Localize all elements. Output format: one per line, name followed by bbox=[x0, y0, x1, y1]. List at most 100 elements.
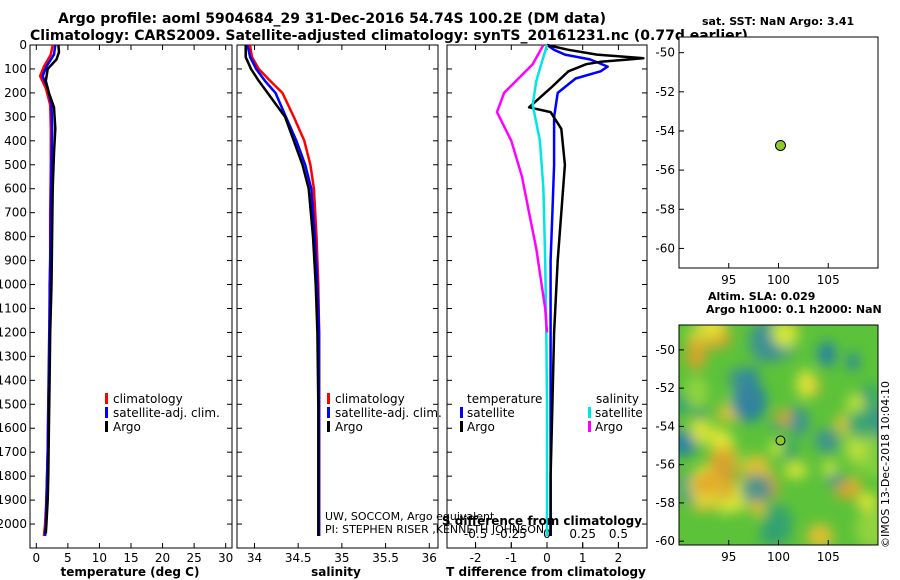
figure-title-line2: Climatology: CARS2009. Satellite-adjuste… bbox=[30, 28, 748, 44]
sla-blob bbox=[855, 509, 878, 545]
sla-blob bbox=[769, 421, 782, 431]
x-tick-label: 1 bbox=[579, 551, 587, 565]
sla-blob bbox=[728, 367, 753, 390]
x-tick-label: 0 bbox=[32, 551, 40, 565]
x-tick-label: 36 bbox=[422, 551, 437, 565]
y-tick-label: 100 bbox=[4, 62, 27, 76]
sla-map-panel: 95 100 105 -60 -58 -56 -54 -52 -50 bbox=[655, 324, 879, 564]
y-tick-label: 800 bbox=[4, 230, 27, 244]
x-tick-label: 0 bbox=[543, 551, 551, 565]
x-tick-label: -1 bbox=[505, 551, 517, 565]
sst-y-tick-label: -52 bbox=[655, 85, 675, 99]
legend-swatch-climatology-sal bbox=[327, 393, 330, 404]
sla-blob bbox=[764, 503, 793, 545]
salinity-xlabel: salinity bbox=[311, 565, 361, 579]
x-tick-label: 30 bbox=[218, 551, 233, 565]
sst-x-tick-label: 95 bbox=[721, 273, 736, 287]
sst-x-tick-label: 100 bbox=[767, 273, 790, 287]
sla-blob bbox=[689, 415, 712, 445]
sst-x-tick-label: 105 bbox=[817, 273, 840, 287]
sst-map-frame bbox=[678, 36, 879, 269]
sla-x-tick-label: 95 bbox=[721, 550, 736, 564]
sla-y-tick-label: -56 bbox=[655, 458, 675, 472]
sla-blob bbox=[846, 352, 860, 371]
legend-climatology: climatology bbox=[113, 392, 183, 406]
y-tick-label: 1500 bbox=[0, 397, 27, 411]
x-tick-label: 35.5 bbox=[372, 551, 399, 565]
legend-swatch-s-satellite bbox=[588, 407, 591, 418]
x-top-tick-label: -0.5 bbox=[464, 527, 487, 541]
x-top-tick-label: -0.25 bbox=[496, 527, 527, 541]
y-tick-label: 700 bbox=[4, 206, 27, 220]
legend-s-argo: Argo bbox=[595, 420, 623, 434]
series-line-t-satellite bbox=[546, 43, 609, 536]
legend-argo: Argo bbox=[113, 420, 141, 434]
legend-argo-sal: Argo bbox=[335, 420, 363, 434]
sla-blob bbox=[715, 476, 735, 500]
sla-x-tick-label: 105 bbox=[817, 550, 840, 564]
y-tick-label: 2000 bbox=[0, 517, 27, 531]
x-tick-label: 34.5 bbox=[285, 551, 312, 565]
sla-y-tick-label: -50 bbox=[655, 343, 675, 357]
x-top-tick-label: 0.5 bbox=[609, 527, 628, 541]
sla-blob bbox=[741, 473, 773, 507]
sla-blob bbox=[787, 406, 810, 437]
x-tick-label: 2 bbox=[615, 551, 623, 565]
x-tick-label: -2 bbox=[470, 551, 482, 565]
sla-blob bbox=[868, 463, 878, 477]
y-tick-label: 1600 bbox=[0, 421, 27, 435]
legend-t-argo: Argo bbox=[467, 420, 495, 434]
y-tick-label: 1200 bbox=[0, 325, 27, 339]
y-tick-label: 1900 bbox=[0, 493, 27, 507]
sla-map-title1: Altim. SLA: 0.029 bbox=[708, 290, 816, 303]
y-tick-label: 1000 bbox=[0, 278, 27, 292]
sla-heatmap bbox=[679, 325, 878, 545]
salinity-panel: 34 34.5 35 35.5 36 bbox=[236, 44, 439, 565]
sla-blob bbox=[806, 523, 834, 545]
x-tick-label: 20 bbox=[155, 551, 170, 565]
y-tick-label: 1300 bbox=[0, 349, 27, 363]
legend-swatch-satellite-sal bbox=[327, 407, 330, 418]
difference-xlabel-top: S difference from climatology bbox=[442, 514, 642, 528]
difference-panel: -2 -1 0 1 2-0.5 -0.25 0 0.25 0.5 bbox=[446, 43, 648, 565]
sla-blob bbox=[817, 341, 837, 367]
x-tick-label: 5 bbox=[64, 551, 72, 565]
legend-swatch-t-argo bbox=[460, 421, 463, 432]
sst-y-tick-label: -58 bbox=[655, 202, 675, 216]
imos-watermark: ©IMOS 13-Dec-2018 10:04:10 bbox=[879, 381, 892, 548]
y-tick-label: 300 bbox=[4, 110, 27, 124]
plot-frame bbox=[236, 44, 439, 549]
temperature-panel: 0100200300400500600700800900100011001200… bbox=[0, 38, 233, 565]
legend-swatch-satellite bbox=[105, 407, 108, 418]
sst-y-tick-label: -56 bbox=[655, 163, 675, 177]
y-tick-label: 1100 bbox=[0, 301, 27, 315]
x-top-tick-label: 0.25 bbox=[569, 527, 596, 541]
plot-frame bbox=[29, 44, 233, 549]
legend-satellite-adj-sal: satellite-adj. clim. bbox=[335, 406, 442, 420]
legend-s-satellite: satellite bbox=[595, 406, 643, 420]
argo-float-marker bbox=[774, 139, 786, 151]
legend-t-satellite: satellite bbox=[467, 406, 515, 420]
sla-blob bbox=[834, 481, 861, 500]
sla-blob bbox=[687, 334, 704, 347]
sla-blobs bbox=[679, 325, 878, 545]
difference-xlabel: T difference from climatology bbox=[446, 565, 646, 579]
sla-y-tick-label: -58 bbox=[655, 496, 675, 510]
sla-blob bbox=[846, 411, 878, 437]
sla-blob bbox=[685, 375, 708, 409]
legend-swatch-t-satellite bbox=[460, 407, 463, 418]
sla-blob bbox=[708, 446, 742, 480]
y-tick-label: 1700 bbox=[0, 445, 27, 459]
sla-blob bbox=[856, 492, 878, 512]
legend-swatch-climatology bbox=[105, 393, 108, 404]
sla-blob bbox=[698, 325, 726, 339]
y-tick-label: 900 bbox=[4, 254, 27, 268]
sla-blob bbox=[774, 325, 799, 350]
x-tick-label: 35 bbox=[334, 551, 349, 565]
sla-blob bbox=[691, 407, 709, 421]
figure-title-line1: Argo profile: aoml 5904684_29 31-Dec-201… bbox=[58, 11, 606, 27]
sla-y-tick-label: -60 bbox=[655, 534, 675, 548]
sla-blob bbox=[749, 499, 766, 517]
sla-x-tick-label: 100 bbox=[767, 550, 790, 564]
